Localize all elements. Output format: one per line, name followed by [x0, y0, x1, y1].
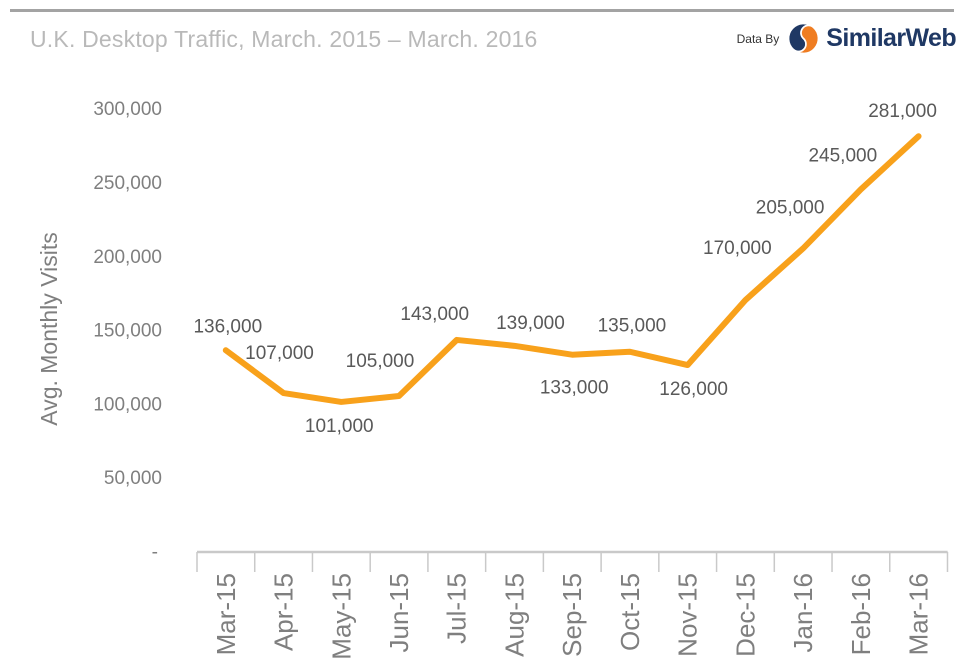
data-point-label: 139,000: [496, 313, 565, 334]
data-point-label: 136,000: [193, 316, 262, 337]
x-axis-tick-label: Jan-16: [788, 573, 818, 653]
data-point-label: 126,000: [659, 379, 728, 400]
x-axis-tick-label: Apr-15: [269, 573, 299, 651]
data-point-label: 107,000: [245, 343, 314, 364]
x-axis-tick-label: Aug-15: [499, 573, 529, 657]
similarweb-logo-icon: [788, 22, 820, 55]
x-axis-tick-label: Jul-15: [442, 573, 472, 644]
x-axis-tick-label: Nov-15: [673, 573, 703, 657]
x-axis-tick-label: Dec-15: [730, 573, 760, 657]
similarweb-wordmark: SimilarWeb: [826, 24, 956, 52]
x-axis-tick-label: Mar-16: [904, 573, 934, 655]
y-axis-tick-label: 150,000: [93, 321, 162, 342]
x-axis-tick-label: Jun-15: [384, 573, 414, 653]
data-point-label: 170,000: [703, 238, 772, 259]
top-rule: [10, 9, 954, 12]
y-axis-tick-label: 100,000: [93, 394, 162, 415]
x-axis-tick-label: Mar-15: [211, 573, 241, 655]
data-point-label: 143,000: [400, 304, 469, 325]
x-axis-tick-label: Feb-16: [846, 573, 876, 655]
data-by-label: Data By: [736, 31, 780, 46]
data-point-label: 135,000: [598, 316, 667, 337]
data-point-label: 281,000: [868, 101, 937, 122]
y-axis-tick-label: 250,000: [93, 173, 162, 194]
x-axis-tick-label: May-15: [326, 573, 356, 660]
y-axis-tick-label: 300,000: [93, 99, 162, 120]
y-axis-tick-label: 200,000: [93, 247, 162, 268]
data-point-label: 105,000: [346, 351, 415, 372]
data-point-label: 101,000: [305, 416, 374, 437]
data-point-label: 133,000: [540, 378, 609, 399]
traffic-line-series: [222, 133, 922, 405]
data-point-label: 205,000: [756, 197, 825, 218]
y-axis-title: Avg. Monthly Visits: [36, 232, 62, 425]
y-axis-tick-label: 50,000: [104, 468, 162, 489]
x-axis-tick-label: Oct-15: [615, 573, 645, 651]
y-axis-zero-label: -: [152, 542, 158, 563]
page-title: U.K. Desktop Traffic, March. 2015 – Marc…: [30, 26, 538, 52]
x-axis-tick-label: Sep-15: [557, 573, 587, 657]
data-point-label: 245,000: [808, 145, 877, 166]
attribution: Data By SimilarWeb: [736, 22, 957, 55]
